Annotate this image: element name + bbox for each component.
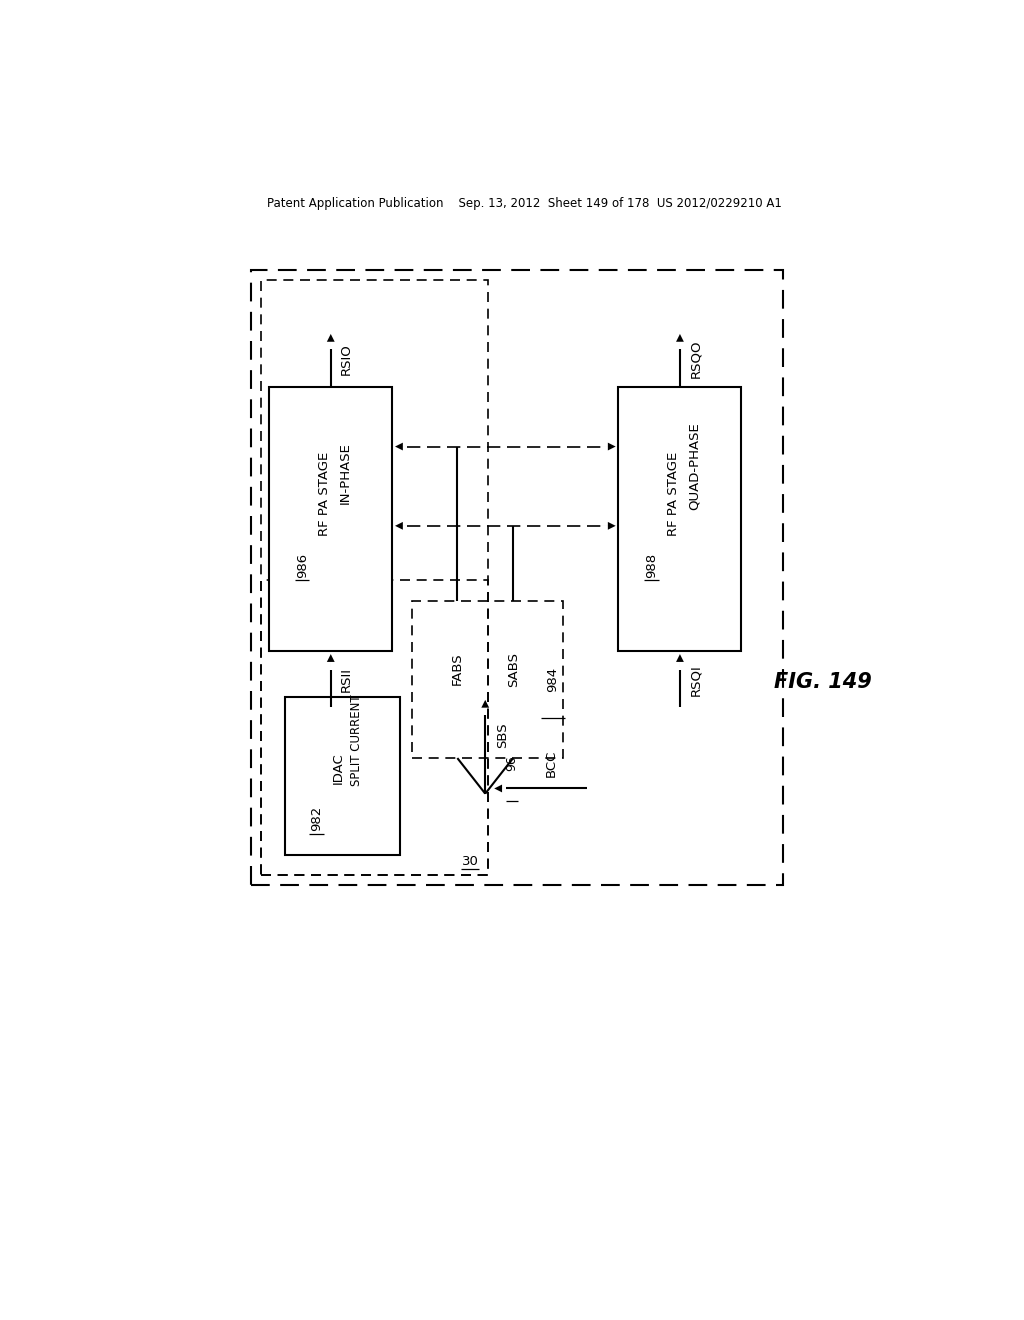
- Text: RSIO: RSIO: [340, 343, 353, 375]
- Text: RF PA STAGE: RF PA STAGE: [317, 451, 331, 536]
- Text: RSII: RSII: [340, 668, 353, 692]
- Text: 988: 988: [645, 552, 657, 578]
- Text: 96: 96: [505, 755, 518, 771]
- Bar: [261, 581, 487, 875]
- Text: QUAD-PHASE: QUAD-PHASE: [688, 422, 700, 511]
- Text: FIG. 149: FIG. 149: [773, 672, 871, 692]
- Text: FABS: FABS: [451, 653, 464, 685]
- Text: IN-PHASE: IN-PHASE: [339, 442, 351, 504]
- Text: 982: 982: [310, 807, 323, 832]
- Bar: [618, 387, 741, 651]
- Text: 986: 986: [296, 552, 308, 578]
- Text: SABS: SABS: [507, 652, 519, 686]
- Text: Patent Application Publication    Sep. 13, 2012  Sheet 149 of 178  US 2012/02292: Patent Application Publication Sep. 13, …: [267, 197, 782, 210]
- Text: 30: 30: [462, 855, 478, 869]
- Bar: [412, 601, 563, 758]
- Text: 984: 984: [546, 667, 559, 692]
- Text: SPLIT CURRENT: SPLIT CURRENT: [350, 694, 364, 787]
- Text: RF PA STAGE: RF PA STAGE: [667, 451, 680, 536]
- Text: IDAC: IDAC: [332, 752, 344, 784]
- Text: RSQI: RSQI: [689, 664, 702, 696]
- Text: SBS: SBS: [497, 722, 509, 748]
- Bar: [261, 280, 487, 875]
- Bar: [251, 271, 782, 886]
- Text: RSQO: RSQO: [689, 339, 702, 378]
- Text: BCC: BCC: [545, 750, 557, 776]
- Bar: [285, 697, 400, 854]
- Bar: [269, 387, 392, 651]
